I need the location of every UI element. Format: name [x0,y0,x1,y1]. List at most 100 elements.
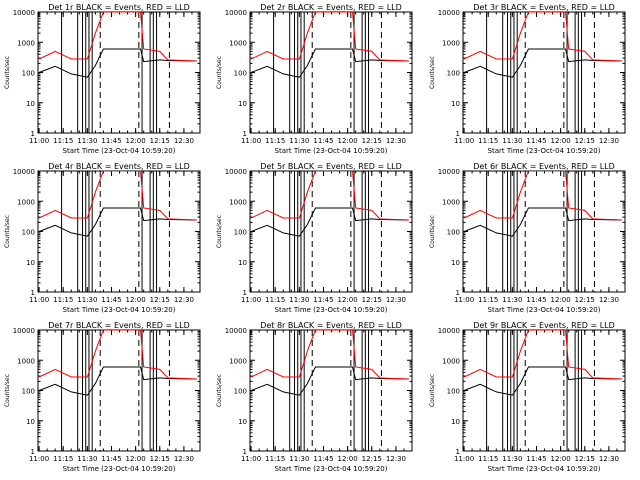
x-tick-label: 11:15 [265,137,285,145]
x-tick-label: 11:00 [29,455,49,463]
y-axis-label: Counts/sec [429,215,436,248]
y-axis-label: Counts/sec [216,56,223,89]
y-tick-label: 10 [238,100,247,108]
x-tick-label: 11:45 [526,455,546,463]
x-tick-label: 11:30 [502,455,522,463]
y-tick-label: 10000 [225,327,247,335]
y-tick-label: 1000 [442,198,460,206]
x-tick-label: 11:30 [289,296,309,304]
x-tick-label: 11:00 [454,296,474,304]
chart-title: Det 5r BLACK = Events, RED = LLD [260,162,402,171]
x-tick-label: 11:15 [478,137,498,145]
plot-frame [37,11,201,134]
y-tick-label: 1 [243,130,247,138]
y-tick-label: 100 [447,229,460,237]
x-tick-label: 11:15 [53,296,73,304]
x-axis-label: Start Time (23-Oct-04 10:59:20) [63,147,176,155]
x-tick-label: 11:15 [53,137,73,145]
x-tick-label: 11:30 [502,296,522,304]
y-axis-label: Counts/sec [4,215,11,248]
chart-panel: Det 6r BLACK = Events, RED = LLD Counts/s… [429,162,626,314]
x-tick-label: 12:30 [599,455,619,463]
y-axis-label: Counts/sec [216,374,223,407]
x-tick-label: 11:45 [101,137,121,145]
y-axis-label: Counts/sec [429,374,436,407]
lld-series-line [463,171,622,221]
plot-frame [249,329,413,452]
x-tick-label: 12:30 [174,296,194,304]
x-axis-label: Start Time (23-Oct-04 10:59:20) [63,465,176,473]
x-tick-label: 11:00 [29,137,49,145]
lld-series-line [463,12,622,62]
y-axis-label: Counts/sec [216,215,223,248]
chart-title: Det 8r BLACK = Events, RED = LLD [260,321,402,330]
chart-panel: Det 4r BLACK = Events, RED = LLD Counts/s… [4,162,201,314]
y-tick-label: 10 [238,259,247,267]
x-tick-label: 11:00 [454,137,474,145]
chart-panel: Det 5r BLACK = Events, RED = LLD Counts/s… [216,162,413,314]
x-tick-label: 12:15 [150,137,170,145]
y-tick-label: 10 [451,259,460,267]
y-tick-label: 10 [26,418,35,426]
x-tick-label: 12:00 [338,296,358,304]
x-tick-label: 11:45 [101,455,121,463]
y-tick-label: 1000 [17,357,35,365]
y-tick-label: 10000 [13,9,35,17]
events-series-line [463,207,622,237]
x-tick-label: 11:15 [53,455,73,463]
chart-panel: Det 2r BLACK = Events, RED = LLD Counts/s… [216,3,413,155]
y-tick-label: 10000 [13,327,35,335]
y-tick-label: 10000 [438,9,460,17]
x-tick-label: 11:30 [289,137,309,145]
x-tick-label: 12:15 [362,137,382,145]
events-series-line [250,366,409,396]
events-series-line [463,48,622,78]
x-tick-label: 12:15 [575,296,595,304]
x-tick-label: 12:15 [575,455,595,463]
x-tick-label: 11:45 [313,455,333,463]
y-tick-label: 100 [22,229,35,237]
x-tick-label: 12:15 [362,455,382,463]
chart-panel: Det 9r BLACK = Events, RED = LLD Counts/s… [429,321,626,473]
x-tick-label: 11:00 [241,137,261,145]
x-tick-label: 11:30 [77,455,97,463]
events-series-line [463,366,622,396]
x-axis-label: Start Time (23-Oct-04 10:59:20) [488,465,601,473]
y-tick-label: 1 [31,448,35,456]
y-axis-label: Counts/sec [4,374,11,407]
lld-series-line [250,330,409,380]
chart-title: Det 3r BLACK = Events, RED = LLD [473,3,615,12]
y-tick-label: 1000 [442,357,460,365]
chart-panel: Det 3r BLACK = Events, RED = LLD Counts/s… [429,3,626,155]
x-tick-label: 11:15 [265,296,285,304]
plot-frame [249,170,413,293]
events-series-line [38,207,197,237]
y-tick-label: 1000 [229,39,247,47]
x-tick-label: 12:15 [150,455,170,463]
x-tick-label: 12:30 [174,455,194,463]
y-tick-label: 1 [31,289,35,297]
x-tick-label: 11:30 [77,296,97,304]
lld-series-line [250,171,409,221]
y-tick-label: 100 [447,70,460,78]
y-tick-label: 100 [22,70,35,78]
x-tick-label: 11:45 [101,296,121,304]
y-tick-label: 1 [31,130,35,138]
x-tick-label: 12:30 [386,137,406,145]
y-tick-label: 1000 [442,39,460,47]
y-tick-label: 1 [456,448,460,456]
y-tick-label: 1 [243,448,247,456]
chart-panel: Det 8r BLACK = Events, RED = LLD Counts/s… [216,321,413,473]
x-tick-label: 11:15 [265,455,285,463]
y-tick-label: 10 [451,418,460,426]
x-tick-label: 12:00 [338,137,358,145]
lld-series-line [38,171,197,221]
x-axis-label: Start Time (23-Oct-04 10:59:20) [275,147,388,155]
y-tick-label: 1000 [229,198,247,206]
x-tick-label: 12:00 [551,455,571,463]
x-tick-label: 11:30 [502,137,522,145]
x-tick-label: 11:45 [313,296,333,304]
x-tick-label: 11:00 [241,296,261,304]
plot-frame [249,11,413,134]
events-series-line [38,366,197,396]
